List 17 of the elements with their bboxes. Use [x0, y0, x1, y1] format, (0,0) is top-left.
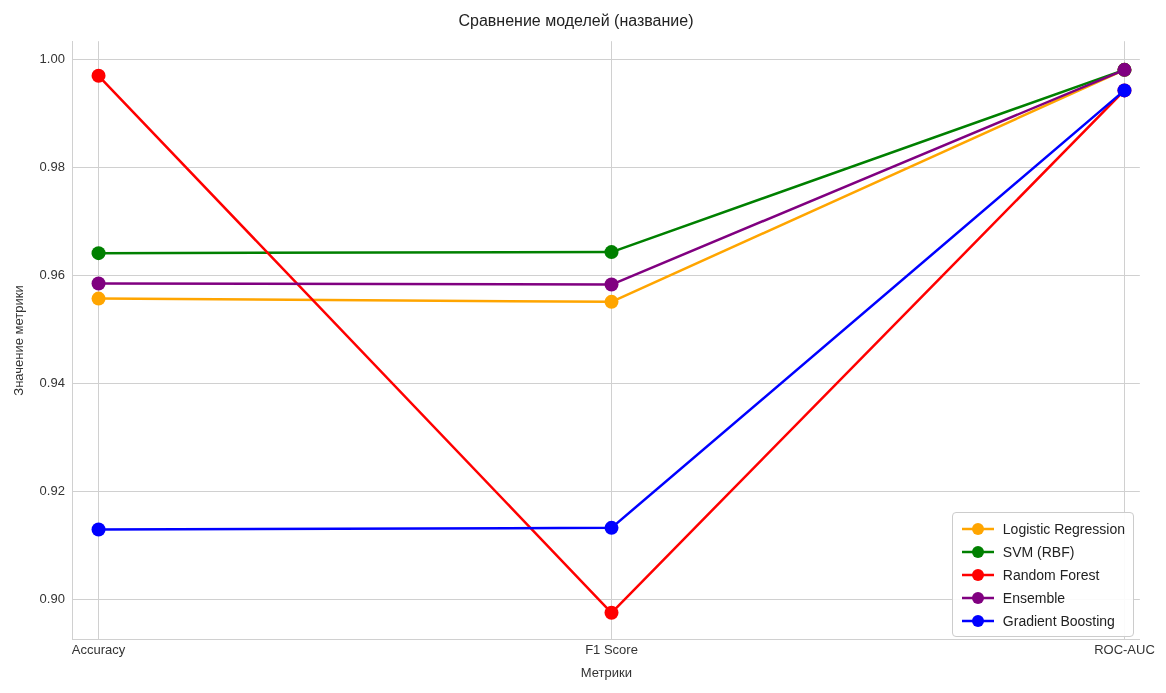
- y-tick-label: 1.00: [39, 50, 65, 66]
- y-tick-label: 0.94: [39, 375, 65, 391]
- legend-label: Gradient Boosting: [1002, 612, 1115, 629]
- x-axis-title: Метрики: [580, 664, 632, 680]
- y-tick-label: 0.98: [39, 158, 65, 174]
- y-tick-label: 0.92: [39, 483, 65, 499]
- legend-label: SVM (RBF): [1002, 543, 1075, 560]
- legend-label: Random Forest: [1002, 566, 1100, 583]
- x-tick-label: ROC-AUC: [1094, 642, 1155, 658]
- y-axis-title: Значение метрики: [11, 285, 27, 396]
- x-tick-label: Accuracy: [71, 642, 126, 658]
- chart-title: Сравнение моделей (название): [458, 12, 694, 30]
- y-tick-label: 0.96: [39, 266, 65, 282]
- legend-label: Logistic Regression: [1002, 520, 1125, 537]
- x-tick-label: F1 Score: [585, 642, 638, 658]
- y-tick-label: 0.90: [39, 591, 65, 607]
- legend-label: Ensemble: [1002, 589, 1066, 606]
